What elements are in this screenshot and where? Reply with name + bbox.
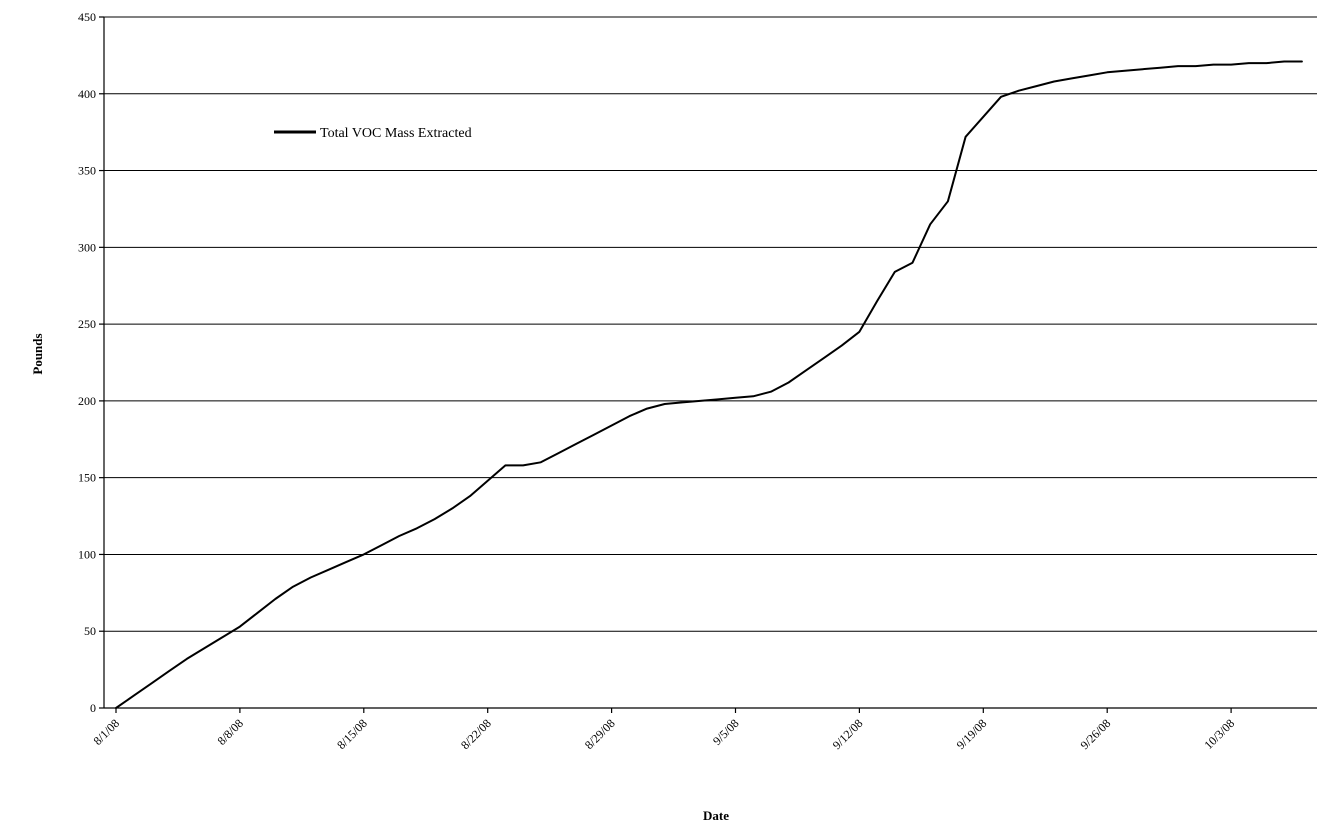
y-tick-label: 50 — [84, 624, 96, 638]
legend: Total VOC Mass Extracted — [274, 126, 472, 141]
x-tick-label: 8/15/08 — [334, 716, 370, 752]
legend-label: Total VOC Mass Extracted — [320, 126, 472, 141]
y-tick-labels: 0 50 100 150 200 250 300 350 400 450 — [78, 10, 96, 715]
x-tick-label: 9/19/08 — [954, 716, 990, 752]
y-tick-label: 100 — [78, 547, 96, 561]
grid-lines — [104, 16, 1317, 632]
y-tick-label: 350 — [78, 164, 96, 178]
axes — [99, 16, 1317, 713]
y-tick-label: 150 — [78, 471, 96, 485]
x-tick-labels: 8/1/08 8/8/08 8/15/08 8/22/08 8/29/08 9/5/08 9… — [91, 716, 1238, 752]
y-axis-title: Pounds — [30, 333, 45, 374]
y-tick-label: 300 — [78, 240, 96, 254]
x-tick-label: 8/8/08 — [214, 716, 246, 748]
series-lines — [115, 60, 1303, 709]
y-tick-label: 400 — [78, 87, 96, 101]
x-tick-label: 9/26/08 — [1077, 716, 1113, 752]
y-tick-label: 200 — [78, 394, 96, 408]
y-tick-label: 0 — [90, 701, 96, 715]
x-axis-title: Date — [703, 808, 729, 823]
x-tick-label: 9/5/08 — [710, 716, 742, 748]
x-tick-label: 8/29/08 — [582, 716, 618, 752]
x-tick-label: 8/22/08 — [458, 716, 494, 752]
x-tick-label: 9/12/08 — [830, 716, 866, 752]
series-line — [115, 60, 1303, 709]
y-tick-label: 250 — [78, 317, 96, 331]
x-tick-label: 10/3/08 — [1201, 716, 1237, 752]
x-tick-label: 8/1/08 — [91, 716, 123, 748]
y-tick-label: 450 — [78, 10, 96, 24]
